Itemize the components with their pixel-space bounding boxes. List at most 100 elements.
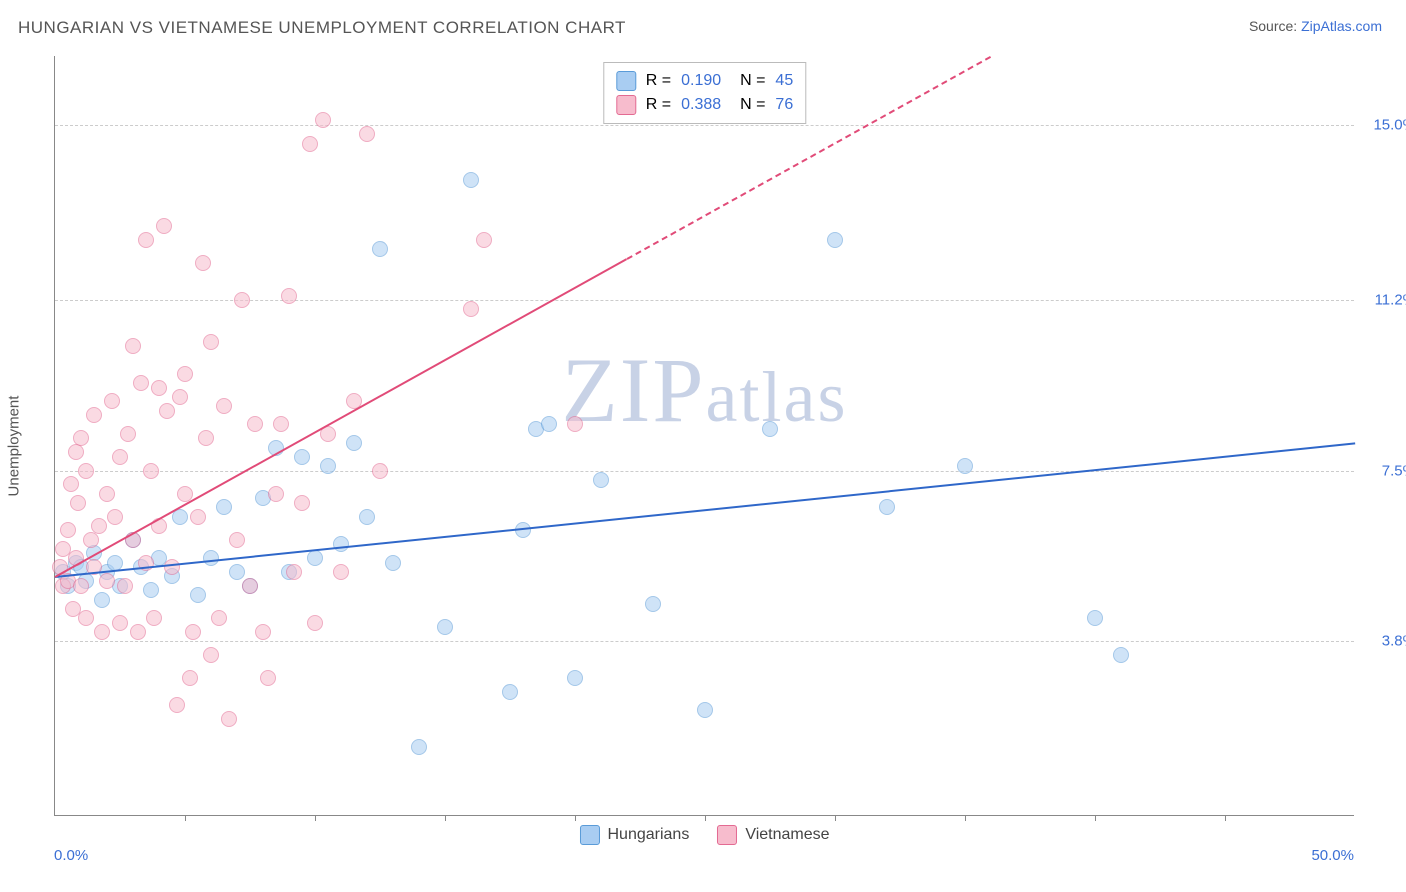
source-link[interactable]: ZipAtlas.com bbox=[1301, 18, 1382, 34]
scatter-point bbox=[73, 430, 89, 446]
x-axis-max-label: 50.0% bbox=[1311, 847, 1354, 864]
scatter-point bbox=[143, 582, 159, 598]
scatter-point bbox=[567, 670, 583, 686]
watermark: ZIPatlas bbox=[562, 337, 848, 443]
y-tick-label: 3.8% bbox=[1360, 632, 1406, 649]
legend-entry: Hungarians bbox=[579, 825, 689, 845]
x-axis-min-label: 0.0% bbox=[54, 847, 88, 864]
x-tick bbox=[965, 815, 966, 821]
scatter-point bbox=[60, 522, 76, 538]
gridline bbox=[55, 641, 1354, 642]
gridline bbox=[55, 471, 1354, 472]
scatter-point bbox=[120, 426, 136, 442]
legend-n-value: 45 bbox=[775, 72, 793, 90]
x-tick bbox=[705, 815, 706, 821]
scatter-point bbox=[83, 532, 99, 548]
source-attribution: Source: ZipAtlas.com bbox=[1249, 18, 1382, 34]
scatter-point bbox=[385, 555, 401, 571]
scatter-point bbox=[255, 624, 271, 640]
chart-container: Unemployment ZIPatlas 3.8%7.5%11.2%15.0%… bbox=[38, 56, 1378, 836]
y-tick-label: 15.0% bbox=[1360, 117, 1406, 134]
scatter-point bbox=[762, 421, 778, 437]
scatter-point bbox=[99, 486, 115, 502]
chart-title: HUNGARIAN VS VIETNAMESE UNEMPLOYMENT COR… bbox=[18, 18, 626, 38]
scatter-point bbox=[229, 564, 245, 580]
x-tick bbox=[575, 815, 576, 821]
scatter-point bbox=[125, 338, 141, 354]
scatter-point bbox=[260, 670, 276, 686]
scatter-point bbox=[159, 403, 175, 419]
scatter-point bbox=[437, 619, 453, 635]
scatter-point bbox=[302, 136, 318, 152]
scatter-point bbox=[172, 389, 188, 405]
scatter-point bbox=[156, 218, 172, 234]
scatter-point bbox=[294, 449, 310, 465]
legend-stats-row: R = 0.190 N = 45 bbox=[616, 69, 793, 93]
scatter-point bbox=[879, 499, 895, 515]
scatter-point bbox=[164, 559, 180, 575]
scatter-point bbox=[138, 232, 154, 248]
scatter-point bbox=[211, 610, 227, 626]
scatter-point bbox=[372, 463, 388, 479]
x-tick bbox=[1095, 815, 1096, 821]
scatter-point bbox=[307, 615, 323, 631]
scatter-point bbox=[372, 241, 388, 257]
scatter-point bbox=[281, 288, 297, 304]
scatter-point bbox=[112, 615, 128, 631]
legend-swatch bbox=[717, 825, 737, 845]
legend-swatch bbox=[616, 71, 636, 91]
scatter-point bbox=[827, 232, 843, 248]
source-label: Source: bbox=[1249, 18, 1297, 34]
legend-n-value: 76 bbox=[775, 96, 793, 114]
scatter-point bbox=[133, 375, 149, 391]
scatter-point bbox=[68, 444, 84, 460]
scatter-point bbox=[273, 416, 289, 432]
scatter-point bbox=[104, 393, 120, 409]
legend-label: Vietnamese bbox=[745, 826, 829, 844]
scatter-point bbox=[346, 435, 362, 451]
scatter-point bbox=[185, 624, 201, 640]
scatter-point bbox=[242, 578, 258, 594]
scatter-point bbox=[957, 458, 973, 474]
legend-n-label: N = bbox=[731, 72, 765, 90]
scatter-point bbox=[593, 472, 609, 488]
trend-line bbox=[55, 259, 628, 579]
y-tick-label: 7.5% bbox=[1360, 462, 1406, 479]
scatter-point bbox=[541, 416, 557, 432]
scatter-point bbox=[146, 610, 162, 626]
scatter-point bbox=[73, 578, 89, 594]
legend-series: Hungarians Vietnamese bbox=[579, 825, 829, 845]
x-tick bbox=[835, 815, 836, 821]
scatter-point bbox=[216, 499, 232, 515]
legend-label: Hungarians bbox=[607, 826, 689, 844]
scatter-point bbox=[1113, 647, 1129, 663]
scatter-point bbox=[502, 684, 518, 700]
x-tick bbox=[315, 815, 316, 821]
legend-swatch bbox=[579, 825, 599, 845]
gridline bbox=[55, 125, 1354, 126]
legend-n-label: N = bbox=[731, 96, 765, 114]
scatter-point bbox=[203, 550, 219, 566]
scatter-point bbox=[182, 670, 198, 686]
scatter-point bbox=[333, 564, 349, 580]
scatter-point bbox=[315, 112, 331, 128]
scatter-point bbox=[70, 495, 86, 511]
scatter-point bbox=[107, 509, 123, 525]
legend-swatch bbox=[616, 95, 636, 115]
scatter-point bbox=[320, 458, 336, 474]
scatter-point bbox=[198, 430, 214, 446]
scatter-point bbox=[234, 292, 250, 308]
x-tick bbox=[1225, 815, 1226, 821]
scatter-point bbox=[78, 610, 94, 626]
scatter-point bbox=[476, 232, 492, 248]
x-tick bbox=[185, 815, 186, 821]
scatter-point bbox=[247, 416, 263, 432]
scatter-point bbox=[645, 596, 661, 612]
scatter-point bbox=[697, 702, 713, 718]
scatter-point bbox=[94, 592, 110, 608]
legend-entry: Vietnamese bbox=[717, 825, 829, 845]
scatter-point bbox=[91, 518, 107, 534]
scatter-point bbox=[294, 495, 310, 511]
scatter-point bbox=[1087, 610, 1103, 626]
plot-area: ZIPatlas 3.8%7.5%11.2%15.0%R = 0.190 N =… bbox=[54, 56, 1354, 816]
